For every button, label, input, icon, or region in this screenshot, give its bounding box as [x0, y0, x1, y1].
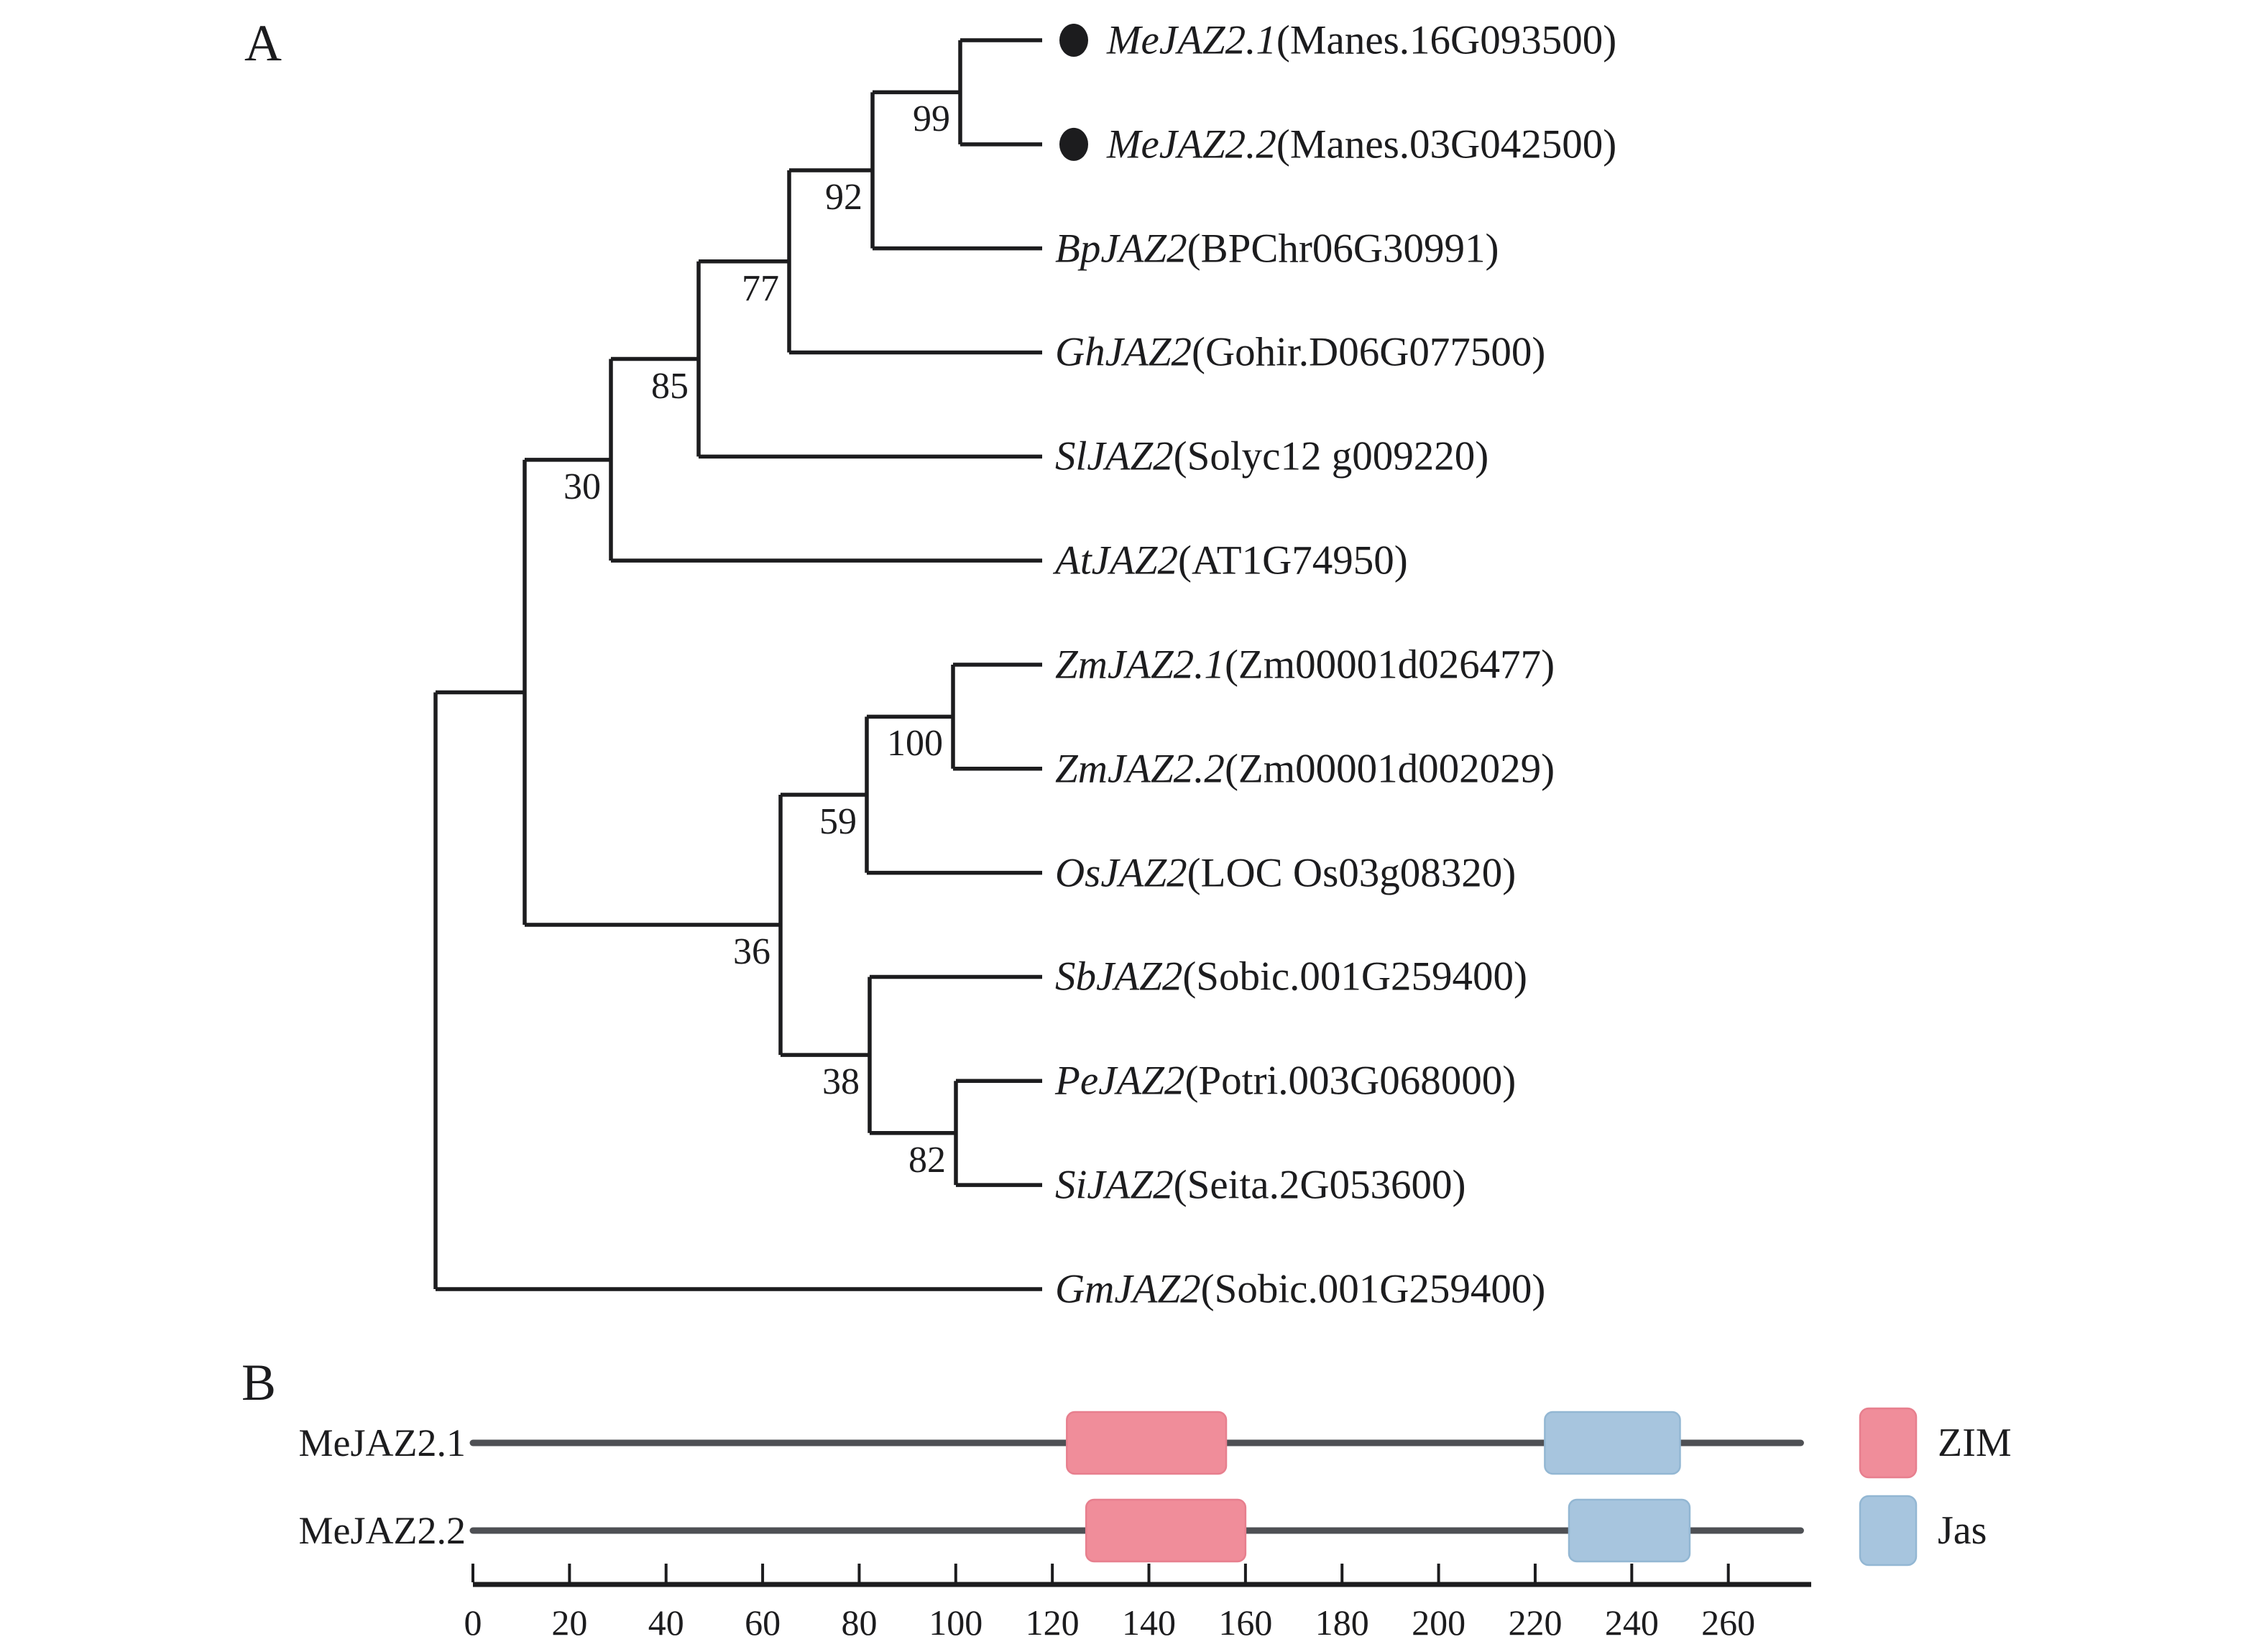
bootstrap-label: 77	[742, 267, 779, 309]
taxon-gene-symbol: SlJAZ2	[1055, 433, 1174, 479]
taxon-label: BpJAZ2(BPChr06G30991)	[1055, 228, 1499, 269]
axis-tick-label: 160	[1218, 1602, 1273, 1643]
taxon-gene-symbol: ZmJAZ2.1	[1055, 642, 1225, 688]
taxon-label: ZmJAZ2.2(Zm00001d002029)	[1055, 748, 1555, 789]
taxon-gene-symbol: AtJAZ2	[1055, 537, 1178, 583]
axis-tick-label: 260	[1701, 1602, 1756, 1643]
taxon-accession: (Sobic.001G259400)	[1200, 1266, 1546, 1312]
bootstrap-label: 92	[825, 177, 862, 218]
axis-tick-label: 60	[745, 1602, 781, 1643]
domain-box-jas	[1568, 1498, 1691, 1563]
taxon-gene-symbol: GmJAZ2	[1055, 1266, 1201, 1312]
taxon-label: AtJAZ2(AT1G74950)	[1055, 540, 1408, 581]
domain-box-zim	[1085, 1498, 1247, 1563]
taxon-gene-symbol: SbJAZ2	[1055, 954, 1183, 1000]
taxon-accession: (BPChr06G30991)	[1187, 226, 1499, 272]
axis-tick-label: 200	[1412, 1602, 1466, 1643]
taxon-label: SiJAZ2(Seita.2G053600)	[1055, 1165, 1466, 1206]
bootstrap-label: 38	[822, 1061, 860, 1103]
domain-box-jas	[1544, 1411, 1681, 1475]
filled-circle-marker-icon	[1059, 24, 1088, 57]
taxon-label: ZmJAZ2.1(Zm00001d026477)	[1055, 644, 1555, 685]
taxon-label: PeJAZ2(Potri.003G068000)	[1055, 1061, 1516, 1102]
taxon-accession: (Zm00001d002029)	[1224, 746, 1555, 792]
taxon-gene-symbol: PeJAZ2	[1055, 1058, 1185, 1104]
taxon-label: MeJAZ2.1(Manes.16G093500)	[1107, 20, 1616, 61]
panel-b-label: B	[241, 1354, 277, 1411]
taxon-gene-symbol: GhJAZ2	[1055, 329, 1192, 375]
axis-tick-label: 180	[1315, 1602, 1369, 1643]
taxon-accession: (Solyc12 g009220)	[1173, 433, 1489, 479]
taxon-accession: (Potri.003G068000)	[1184, 1058, 1517, 1104]
taxon-label: SbJAZ2(Sobic.001G259400)	[1055, 956, 1527, 997]
taxon-accession: (Sobic.001G259400)	[1182, 954, 1528, 1000]
panel-a-label: A	[244, 14, 282, 72]
axis-tick-label: 120	[1025, 1602, 1080, 1643]
bootstrap-label: 36	[733, 931, 770, 973]
axis-tick-label: 40	[648, 1602, 684, 1643]
taxon-gene-symbol: SiJAZ2	[1055, 1162, 1174, 1208]
filled-circle-marker-icon	[1059, 127, 1088, 161]
taxon-gene-symbol: ZmJAZ2.2	[1055, 746, 1225, 792]
taxon-label: GmJAZ2(Sobic.001G259400)	[1055, 1268, 1545, 1309]
bootstrap-label: 100	[887, 723, 943, 765]
taxon-gene-symbol: BpJAZ2	[1055, 226, 1187, 272]
axis-tick-label: 80	[841, 1602, 878, 1643]
legend-swatch-jas	[1859, 1495, 1918, 1566]
bootstrap-label: 59	[819, 801, 857, 843]
taxon-gene-symbol: OsJAZ2	[1055, 850, 1187, 896]
taxon-accession: (Manes.16G093500)	[1276, 17, 1617, 63]
axis-tick-label: 220	[1508, 1602, 1563, 1643]
bootstrap-label: 30	[563, 466, 601, 507]
axis-tick-label: 240	[1604, 1602, 1659, 1643]
taxon-label: MeJAZ2.2(Manes.03G042500)	[1107, 124, 1616, 165]
taxon-accession: (Zm00001d026477)	[1224, 642, 1555, 688]
taxon-accession: (Gohir.D06G077500)	[1191, 329, 1546, 375]
taxon-accession: (Manes.03G042500)	[1276, 121, 1617, 167]
legend-label-jas: Jas	[1938, 1508, 1987, 1553]
axis-tick-label: 140	[1122, 1602, 1177, 1643]
axis-tick-label: 0	[464, 1602, 482, 1643]
legend-label-zim: ZIM	[1938, 1421, 2012, 1465]
axis-tick-label: 100	[929, 1602, 983, 1643]
taxon-label: SlJAZ2(Solyc12 g009220)	[1055, 436, 1488, 477]
bootstrap-label: 85	[651, 365, 689, 407]
bootstrap-label: 82	[908, 1139, 946, 1181]
domain-box-zim	[1066, 1411, 1228, 1475]
taxon-label: OsJAZ2(LOC Os03g08320)	[1055, 852, 1516, 893]
bootstrap-label: 99	[913, 98, 950, 140]
taxon-gene-symbol: MeJAZ2.1	[1107, 17, 1276, 63]
taxon-gene-symbol: MeJAZ2.2	[1107, 121, 1276, 167]
protein-row-label: MeJAZ2.1	[298, 1421, 466, 1464]
taxon-label: GhJAZ2(Gohir.D06G077500)	[1055, 332, 1545, 373]
taxon-accession: (AT1G74950)	[1177, 537, 1408, 583]
protein-row-label: MeJAZ2.2	[298, 1509, 466, 1552]
axis-tick-label: 20	[551, 1602, 588, 1643]
taxon-accession: (LOC Os03g08320)	[1187, 850, 1517, 896]
taxon-accession: (Seita.2G053600)	[1173, 1162, 1466, 1208]
legend-swatch-zim	[1859, 1407, 1918, 1479]
